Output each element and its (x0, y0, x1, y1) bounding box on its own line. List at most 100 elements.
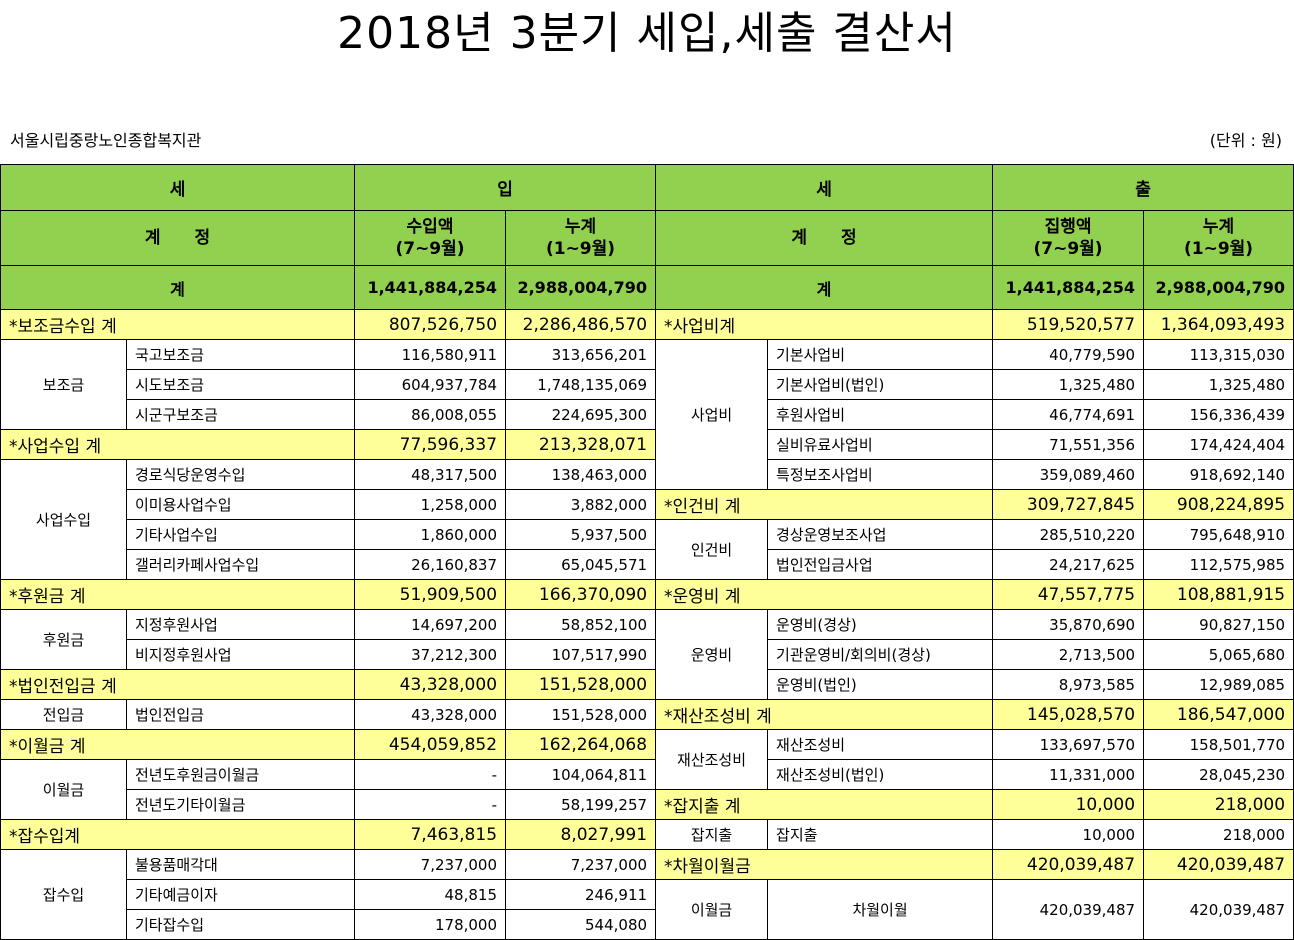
table-row: 전년도기타이월금 -58,199,257 *잡지출 계 10,000 218,000 (1, 789, 1294, 820)
income-item-label: 전년도후원금이월금 (125, 759, 356, 790)
table-row: 기타예금이자 48,815 246,911 이월금 차월이월 420,039,487 420… (1, 879, 1294, 940)
expense-item-cumulative: 113,315,030 (1143, 339, 1294, 370)
income-item-label: 법인전입금 (125, 699, 356, 730)
income-category-amount: 7,463,815 (354, 819, 507, 850)
header-expense-cumulative-line1: 누계 (1202, 217, 1235, 237)
header-expense-right: 출 (992, 164, 1294, 211)
header-income-cumulative-line1: 누계 (564, 217, 597, 237)
income-category-amount: 807,526,750 (354, 309, 507, 340)
grand-total-row: 계 1,441,884,254 2,988,004,790 계 1,441,88… (0, 265, 1294, 310)
expense-item-cumulative: 12,989,085 (1143, 669, 1294, 700)
table-row: 이월금 전년도후원금이월금 -104,064,811 재산조성비(법인) 11,331,… (0, 759, 1294, 820)
expense-item-cumulative: 5,065,680 (1143, 639, 1294, 670)
income-item-cumulative: 313,656,201 (505, 339, 657, 370)
income-item-amount: 26,160,837 (354, 549, 507, 580)
expense-category-cumulative: 108,881,915 (1143, 579, 1294, 610)
expense-category-amount: 420,039,487 (992, 849, 1145, 880)
expense-item-amount: 46,774,691 (992, 399, 1145, 430)
income-item-label: 기타잡수입 (125, 909, 356, 940)
header-income-cumulative: 누계 (1~9월) (505, 210, 657, 266)
expense-item-cumulative: 918,692,140 (1143, 459, 1294, 490)
table-row: *보조금수입 계 807,526,750 2,286,486,570 *사업비계 519… (0, 309, 1294, 340)
income-item-label: 시군구보조금 (125, 399, 356, 430)
income-item-label: 기타예금이자 (125, 879, 356, 910)
expense-item-amount: 133,697,570 (992, 729, 1145, 760)
table-row: 전입금 법인전입금 43,328,000 151,528,000 *재산조성비 계 145… (0, 699, 1294, 730)
header-expense-amount: 집행액 (7~9월) (992, 210, 1145, 266)
organization-name: 서울시립중랑노인종합복지관 (10, 131, 202, 150)
expense-category-amount: 519,520,577 (992, 309, 1145, 340)
expense-item-cumulative: 112,575,985 (1143, 549, 1294, 580)
income-item-cumulative: 5,937,500 (505, 519, 657, 550)
expense-group-label: 이월금 (655, 879, 769, 940)
income-item-label: 불용품매각대 (125, 849, 356, 880)
income-group-label: 전입금 (0, 699, 127, 730)
expense-category-label: *재산조성비 계 (655, 699, 994, 730)
table-row: *법인전입금 계 43,328,000 151,528,000 운영비(법인) 8,97… (0, 669, 1294, 700)
expense-item-label: 특정보조사업비 (767, 459, 994, 490)
header-income-amount: 수입액 (7~9월) (354, 210, 507, 266)
expense-category-cumulative: 908,224,895 (1143, 489, 1294, 520)
expense-item-label: 후원사업비 (767, 399, 994, 430)
table-row: 시군구보조금 86,008,055 224,695,300 후원사업비 46,774,6… (1, 399, 1294, 430)
expense-group-label: 운영비 (655, 609, 769, 700)
income-item-cumulative: 1,748,135,069 (505, 369, 657, 400)
income-item-label: 국고보조금 (125, 339, 356, 370)
header-income-left: 세 (0, 164, 356, 211)
header-expense-account: 계 정 (655, 210, 994, 266)
expense-category-label: *인건비 계 (655, 489, 994, 520)
expense-item-label: 잡지출 (767, 819, 994, 850)
table-row: *잡수입계 7,463,815 8,027,991 잡지출 잡지출 10,000 218,0… (0, 819, 1294, 850)
expense-item-amount: 71,551,356 (992, 429, 1145, 460)
income-item-label: 비지정후원사업 (125, 639, 356, 670)
income-item-cumulative: 3,882,000 (505, 489, 657, 520)
income-item-cumulative: 138,463,000 (505, 459, 657, 490)
table-row: 잡수입 불용품매각대 7,237,000 7,237,000 *차월이월금 420,039… (0, 849, 1294, 940)
expense-item-amount: 420,039,487 (992, 879, 1145, 940)
table-row: 기타사업수입 1,860,000 5,937,500 인건비 경상운영보조사업 285,5… (1, 519, 1294, 580)
expense-total-label: 계 (655, 265, 994, 310)
expense-total-amount: 1,441,884,254 (992, 265, 1145, 310)
table-row: 시도보조금 604,937,784 1,748,135,069 기본사업비(법인) 1,… (1, 369, 1294, 400)
income-item-amount: - (354, 759, 507, 790)
income-category-amount: 77,596,337 (354, 429, 507, 460)
expense-item-label: 차월이월 (767, 879, 994, 940)
income-item-cumulative: 7,237,000 (505, 849, 657, 880)
income-category-cumulative: 166,370,090 (505, 579, 657, 610)
header-expense-cumulative-line2: (1~9월) (1184, 239, 1254, 259)
income-item-amount: 43,328,000 (354, 699, 507, 730)
income-item-amount: - (354, 789, 507, 820)
expense-category-amount: 47,557,775 (992, 579, 1145, 610)
expense-category-label: *사업비계 (655, 309, 994, 340)
income-group-label: 후원금 (0, 609, 127, 670)
expense-item-label: 법인전입금사업 (767, 549, 994, 580)
income-group-label: 보조금 (0, 339, 127, 430)
table-row: *후원금 계 51,909,500 166,370,090 *운영비 계 47,557,… (0, 579, 1294, 610)
income-total-cumulative: 2,988,004,790 (505, 265, 657, 310)
header-expense-left: 세 (655, 164, 994, 211)
header-expense-cumulative: 누계 (1~9월) (1143, 210, 1294, 266)
expense-category-amount: 145,028,570 (992, 699, 1145, 730)
income-category-cumulative: 8,027,991 (505, 819, 657, 850)
income-category-amount: 454,059,852 (354, 729, 507, 760)
income-item-amount: 1,258,000 (354, 489, 507, 520)
expense-item-amount: 359,089,460 (992, 459, 1145, 490)
expense-item-label: 기본사업비 (767, 339, 994, 370)
expense-group-label: 재산조성비 (655, 729, 769, 790)
expense-item-amount: 285,510,220 (992, 519, 1145, 550)
expense-item-cumulative: 795,648,910 (1143, 519, 1294, 550)
expense-total-cumulative: 2,988,004,790 (1143, 265, 1294, 310)
expense-item-amount: 1,325,480 (992, 369, 1145, 400)
income-category-label: *보조금수입 계 (0, 309, 356, 340)
header-expense-amount-line1: 집행액 (1044, 217, 1092, 237)
income-item-label: 이미용사업수입 (125, 489, 356, 520)
header-income-amount-line2: (7~9월) (395, 239, 465, 259)
income-category-label: *잡수입계 (0, 819, 356, 850)
income-group-label: 사업수입 (0, 459, 127, 580)
income-item-cumulative: 224,695,300 (505, 399, 657, 430)
income-group-label: 이월금 (0, 759, 127, 820)
expense-item-label: 재산조성비 (767, 729, 994, 760)
income-item-cumulative: 58,199,257 (505, 789, 657, 820)
expense-item-cumulative: 420,039,487 (1143, 879, 1294, 940)
expense-item-label: 기본사업비(법인) (767, 369, 994, 400)
